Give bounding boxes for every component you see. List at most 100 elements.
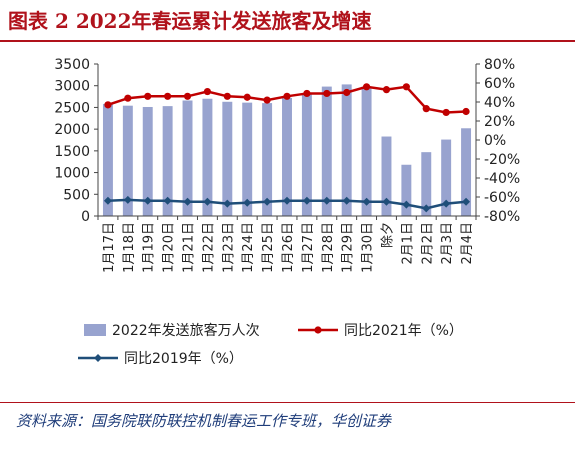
y-right-tick-label: 0% xyxy=(484,133,506,149)
bar xyxy=(242,102,253,216)
bar xyxy=(421,152,432,216)
y-right-tick-label: 80% xyxy=(484,57,515,73)
line-point xyxy=(302,196,311,205)
x-tick-label: 1月27日 xyxy=(301,222,316,273)
y-left-tick-label: 0 xyxy=(81,209,90,225)
x-tick-label: 2月1日 xyxy=(400,222,415,265)
line-point xyxy=(382,197,391,206)
bar xyxy=(341,84,352,216)
line-point xyxy=(343,88,351,97)
source-rule xyxy=(0,402,575,403)
bar xyxy=(381,136,392,216)
line-point xyxy=(243,198,252,207)
y-right-tick-label: 60% xyxy=(484,76,515,92)
line-point xyxy=(263,96,271,104)
source-note: 资料来源：国务院联防联控机制春运工作专班，华创证券 xyxy=(16,412,392,430)
x-tick-label: 1月26日 xyxy=(281,222,296,273)
bar xyxy=(162,106,173,216)
line-point xyxy=(183,197,192,206)
x-tick-label: 1月21日 xyxy=(182,222,197,273)
bar xyxy=(122,105,133,216)
y-left-tick-label: 2500 xyxy=(54,100,90,116)
line-point xyxy=(462,107,470,116)
line-point xyxy=(144,92,152,100)
line-point xyxy=(303,89,311,98)
bar xyxy=(461,128,472,216)
line-point xyxy=(263,197,272,206)
x-tick-label: 1月17日 xyxy=(102,222,117,273)
y-right-tick-label: 40% xyxy=(484,95,515,111)
y-right-tick-label: -20% xyxy=(484,152,520,168)
bar xyxy=(222,101,233,216)
line-point xyxy=(223,199,232,208)
line-point xyxy=(402,83,410,91)
bar xyxy=(441,139,452,216)
y-right-tick-label: -80% xyxy=(484,209,520,225)
line-point xyxy=(223,92,231,100)
y-left-tick-label: 1500 xyxy=(54,144,90,160)
line-point xyxy=(163,196,172,205)
x-tick-label: 1月29日 xyxy=(341,222,356,273)
line-point xyxy=(382,86,391,94)
legend-bar-label: 2022年发送旅客万人次 xyxy=(112,322,260,339)
line-point xyxy=(323,89,331,98)
y-right-tick-label: -60% xyxy=(484,190,520,206)
line-point xyxy=(124,94,132,102)
y-left-tick-label: 3000 xyxy=(54,79,90,95)
line-point xyxy=(143,196,152,205)
line-point xyxy=(283,196,291,205)
bar xyxy=(282,97,292,216)
legend-line-2019-marker xyxy=(94,354,102,362)
bar xyxy=(361,86,372,216)
line-point xyxy=(462,197,471,206)
bar xyxy=(401,164,412,216)
y-left-tick-label: 2000 xyxy=(54,122,90,138)
line-point xyxy=(402,200,411,209)
figure-title: 图表 2 2022年春运累计发送旅客及增速 xyxy=(8,9,372,33)
x-tick-label: 除夕 xyxy=(380,222,395,248)
x-tick-label: 1月22日 xyxy=(201,222,216,273)
line-point xyxy=(342,196,351,205)
line-point xyxy=(362,197,371,206)
legend-line-2021-label: 同比2021年（%） xyxy=(344,323,463,339)
line-point xyxy=(243,93,251,101)
y-left-tick-label: 1000 xyxy=(54,166,90,182)
line-point xyxy=(422,204,431,213)
legend: 2022年发送旅客万人次 同比2021年（%） 同比2019年（%） xyxy=(78,322,463,367)
line-point xyxy=(104,101,112,109)
legend-line-2021-marker xyxy=(314,326,322,334)
bar xyxy=(142,106,153,216)
x-tick-label: 1月18日 xyxy=(122,222,137,273)
x-tick-label: 1月20日 xyxy=(162,222,177,273)
bar xyxy=(102,103,113,216)
title-rule xyxy=(0,40,575,42)
line-point xyxy=(183,92,192,100)
y-right-tick-label: 20% xyxy=(484,114,515,130)
x-tick-label: 1月23日 xyxy=(221,222,236,273)
bar xyxy=(202,98,213,216)
bar xyxy=(262,103,273,216)
bar xyxy=(301,94,312,216)
line-point xyxy=(442,199,451,208)
bar xyxy=(321,86,332,216)
line-point xyxy=(362,83,371,91)
x-tick-label: 1月25日 xyxy=(261,222,276,273)
x-tick-label: 1月28日 xyxy=(321,222,336,273)
x-tick-label: 1月24日 xyxy=(241,222,256,273)
line-point xyxy=(203,197,212,206)
legend-bar-swatch xyxy=(84,324,106,336)
chart: 0 500 1000 1500 2000 2500 3000 3500 -80% -60% -40%… xyxy=(54,57,520,367)
x-tick-label: 2月3日 xyxy=(440,222,455,265)
line-point xyxy=(203,87,212,96)
legend-line-2019-label: 同比2019年（%） xyxy=(124,351,243,367)
bar xyxy=(182,100,193,216)
y-left-tick-label: 3500 xyxy=(54,57,90,73)
line-point xyxy=(103,196,112,205)
line-point xyxy=(322,196,331,205)
line-point xyxy=(422,105,430,113)
line-point xyxy=(123,195,132,204)
x-tick-label: 1月19日 xyxy=(142,222,157,273)
line-point xyxy=(164,92,172,100)
y-left-tick-label: 500 xyxy=(63,187,90,203)
line-point xyxy=(283,92,291,100)
